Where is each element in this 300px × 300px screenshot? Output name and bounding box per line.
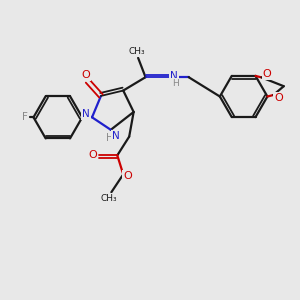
Text: CH₃: CH₃ bbox=[100, 194, 117, 203]
Text: O: O bbox=[262, 69, 271, 80]
Text: O: O bbox=[82, 70, 91, 80]
Text: H: H bbox=[106, 133, 113, 143]
Text: N: N bbox=[112, 131, 120, 141]
Text: CH₃: CH₃ bbox=[128, 47, 145, 56]
Text: N: N bbox=[82, 109, 90, 119]
Text: F: F bbox=[22, 112, 28, 122]
Text: H: H bbox=[172, 79, 178, 88]
Text: N: N bbox=[170, 71, 178, 81]
Text: O: O bbox=[274, 93, 283, 103]
Text: O: O bbox=[123, 171, 132, 181]
Text: O: O bbox=[88, 150, 97, 160]
